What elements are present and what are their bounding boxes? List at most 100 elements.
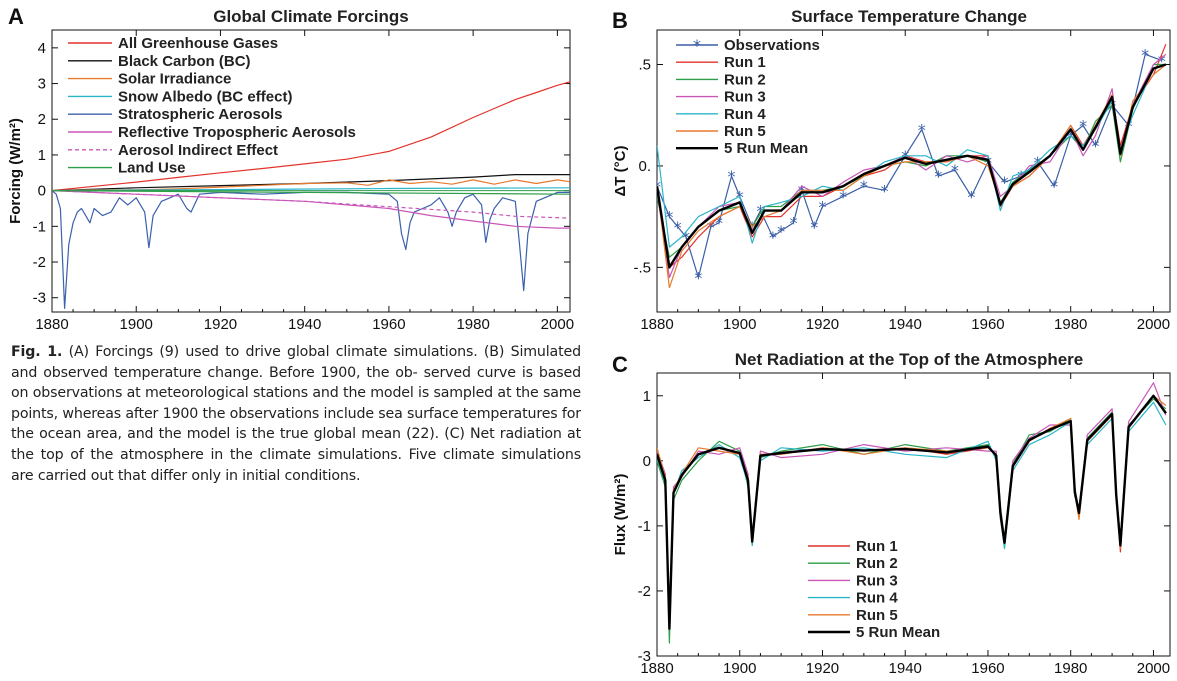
observation-point: * bbox=[810, 218, 818, 237]
panel-letter: C bbox=[612, 352, 628, 377]
observation-point: * bbox=[769, 228, 777, 247]
x-tick-label: 1940 bbox=[889, 316, 922, 333]
series-line-5-run-mean bbox=[657, 63, 1167, 269]
legend-label: Run 5 bbox=[856, 607, 898, 624]
x-tick-label: 1920 bbox=[204, 316, 237, 333]
x-tick-label: 1980 bbox=[1054, 316, 1087, 333]
x-tick-label: 1880 bbox=[35, 316, 68, 333]
observation-point: * bbox=[881, 181, 889, 200]
legend-label: Run 4 bbox=[856, 590, 898, 607]
panel-letter: B bbox=[612, 8, 628, 33]
y-tick-label: -1 bbox=[33, 218, 46, 235]
panel-a: A Global Climate Forcings Forcing (W/m²) 18… bbox=[7, 4, 574, 333]
caption-line: served curve is based on observations at… bbox=[11, 364, 581, 402]
x-tick-label: 1900 bbox=[120, 316, 153, 333]
observation-point: * bbox=[756, 202, 764, 221]
series-line-reflective-tropospheric-aerosols bbox=[52, 190, 570, 229]
observation-point: * bbox=[653, 177, 661, 196]
x-tick-label: 1880 bbox=[640, 660, 673, 677]
observation-point: * bbox=[1079, 116, 1087, 135]
y-tick-label: 0 bbox=[38, 183, 46, 200]
x-tick-label: 1920 bbox=[806, 660, 839, 677]
x-tick-label: 1960 bbox=[971, 660, 1004, 677]
legend-label: Observations bbox=[724, 37, 820, 54]
series-line-stratospheric-aerosols bbox=[52, 190, 570, 309]
panel-letter: A bbox=[8, 4, 24, 29]
observation-point: * bbox=[777, 222, 785, 241]
legend-label: Run 2 bbox=[724, 71, 766, 88]
legend-label: Run 3 bbox=[724, 89, 766, 106]
legend-label: Stratospheric Aerosols bbox=[118, 106, 283, 123]
x-tick-label: 1980 bbox=[456, 316, 489, 333]
observation-point: * bbox=[1141, 45, 1149, 64]
observation-point: * bbox=[967, 187, 975, 206]
y-tick-label: 0 bbox=[643, 453, 651, 470]
series-line-snow-albedo-bc-effect bbox=[52, 187, 570, 192]
legend-label: 5 Run Mean bbox=[856, 624, 940, 641]
caption-line: Simulated and observed temperature chang… bbox=[11, 344, 581, 381]
series-line-run-3 bbox=[657, 382, 1167, 625]
observation-point: * bbox=[1158, 51, 1166, 70]
caption-fig-label: Fig. 1. bbox=[11, 344, 63, 360]
x-tick-label: 1900 bbox=[723, 660, 756, 677]
legend-label: Run 1 bbox=[856, 538, 898, 555]
observation-point: * bbox=[674, 218, 682, 237]
y-tick-label: 0. bbox=[638, 158, 651, 175]
legend-label: Black Carbon (BC) bbox=[118, 53, 251, 70]
observation-point: * bbox=[951, 161, 959, 180]
chart-title: Global Climate Forcings bbox=[213, 7, 409, 26]
series-line-land-use bbox=[52, 190, 570, 195]
observation-point: * bbox=[727, 167, 735, 186]
legend-star-marker: * bbox=[693, 36, 701, 55]
observation-point: * bbox=[682, 228, 690, 247]
panel-c: C Net Radiation at the Top of the Atmosph… bbox=[612, 350, 1171, 677]
series-line-5-run-mean bbox=[657, 394, 1167, 630]
x-tick-label: 1880 bbox=[640, 316, 673, 333]
observation-point: * bbox=[860, 177, 868, 196]
observation-point: * bbox=[918, 120, 926, 139]
x-tick-label: 1960 bbox=[971, 316, 1004, 333]
x-tick-label: 2000 bbox=[1137, 316, 1170, 333]
y-axis-label: ΔT (°C) bbox=[612, 146, 629, 197]
caption-line: (A) Forcings (9) used to drive global cl… bbox=[68, 344, 505, 360]
observation-point: * bbox=[790, 214, 798, 233]
plot-area bbox=[52, 81, 570, 309]
series-line-solar-irradiance bbox=[52, 179, 570, 192]
legend-label: Land Use bbox=[118, 160, 186, 177]
legend-label: Aerosol Indirect Effect bbox=[118, 142, 278, 159]
legend-label: Snow Albedo (BC effect) bbox=[118, 88, 292, 105]
legend-label: Run 2 bbox=[856, 555, 898, 572]
y-tick-label: 2 bbox=[38, 111, 46, 128]
x-tick-label: 1940 bbox=[889, 660, 922, 677]
caption-line: observations include sea surface tempera… bbox=[11, 405, 581, 443]
y-tick-label: 1 bbox=[643, 388, 651, 405]
observation-point: * bbox=[934, 167, 942, 186]
figure-caption: Fig. 1. (A) Forcings (9) used to drive g… bbox=[11, 342, 581, 486]
observation-point: * bbox=[1092, 137, 1100, 156]
plot-frame bbox=[656, 372, 1171, 657]
caption-line: the model is sampled at the same points,… bbox=[11, 385, 581, 422]
panel-b: B Surface Temperature Change ΔT (°C) 1880 19… bbox=[612, 7, 1171, 333]
series-line-run-2 bbox=[657, 398, 1167, 644]
legend-label: Run 5 bbox=[724, 123, 766, 140]
chart-title: Surface Temperature Change bbox=[791, 7, 1027, 26]
legend-label: Run 3 bbox=[856, 572, 898, 589]
observation-point: * bbox=[715, 214, 723, 233]
y-tick-label: 1 bbox=[38, 147, 46, 164]
y-tick-label: 4 bbox=[38, 40, 46, 57]
x-tick-label: 2000 bbox=[541, 316, 574, 333]
series-line-all-greenhouse-gases bbox=[52, 81, 570, 192]
y-tick-label: -3 bbox=[638, 648, 651, 665]
legend-label: Reflective Tropospheric Aerosols bbox=[118, 124, 356, 141]
caption-line: and the model is the true global mean (2… bbox=[11, 426, 581, 463]
y-tick-label: 3 bbox=[38, 76, 46, 93]
x-tick-label: 2000 bbox=[1137, 660, 1170, 677]
observation-point: * bbox=[839, 187, 847, 206]
y-axis-label: Forcing (W/m²) bbox=[7, 118, 24, 224]
caption-line: simulations are carried out that differ … bbox=[11, 446, 581, 484]
y-tick-label: -1 bbox=[638, 518, 651, 535]
